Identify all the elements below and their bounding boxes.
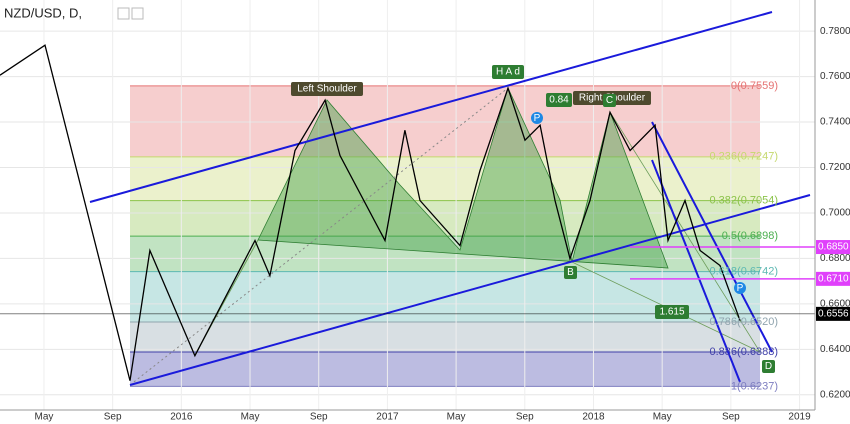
- x-tick-label: Sep: [722, 412, 740, 423]
- label-box: [492, 65, 524, 79]
- price-tag: [816, 240, 850, 255]
- chart-title: NZD/USD, D,: [4, 5, 82, 20]
- label-box: [291, 82, 363, 96]
- fib-band: [130, 200, 760, 237]
- fib-label: 0.886(0.6388): [710, 346, 779, 358]
- fib-label: 0.236(0.7247): [710, 151, 779, 163]
- y-tick-label: 0.6200: [820, 389, 850, 400]
- label-box: [564, 266, 577, 279]
- annotation: 0.84: [549, 95, 569, 106]
- x-tick-label: 2017: [376, 412, 399, 423]
- x-tick-label: Sep: [104, 412, 122, 423]
- fib-label: 0.5(0.6898): [722, 230, 778, 242]
- fib-band: [130, 156, 760, 201]
- annotation: P: [534, 113, 541, 124]
- annotation: 1.615: [659, 307, 684, 318]
- price-tag: [816, 271, 850, 286]
- price-tag-label: 0.6710: [818, 274, 849, 285]
- fib-band: [130, 236, 760, 272]
- xa-line: [129, 87, 509, 386]
- annotation: Left Shoulder: [297, 84, 357, 95]
- x-tick-label: May: [35, 412, 54, 423]
- fib-label: 0.618(0.6742): [710, 265, 779, 277]
- fib-label: 0.382(0.7054): [710, 195, 779, 207]
- icon[interactable]: [131, 7, 144, 20]
- y-tick-label: 0.6800: [820, 253, 850, 264]
- x-tick-label: Sep: [310, 412, 328, 423]
- icon[interactable]: [117, 7, 130, 20]
- price-line-series: [0, 44, 741, 381]
- label-box: [655, 305, 689, 319]
- price-tag-label: 0.6556: [818, 309, 849, 320]
- y-tick-label: 0.7200: [820, 162, 850, 173]
- x-tick-label: May: [447, 412, 466, 423]
- x-tick-label: May: [653, 412, 672, 423]
- fib-label: 0(0.7559): [731, 80, 778, 92]
- channel-upper: [89, 11, 773, 203]
- annotation: P: [737, 283, 744, 294]
- channel-lower: [129, 194, 811, 386]
- y-tick-label: 0.7000: [820, 208, 850, 219]
- x-tick-label: 2019: [788, 412, 811, 423]
- marker: [734, 282, 746, 294]
- fib-band: [130, 322, 760, 353]
- grid: [0, 0, 815, 410]
- price-tag-label: 0.6850: [818, 242, 849, 253]
- fib-label: 1(0.6237): [731, 380, 778, 392]
- y-tick-label: 0.7600: [820, 71, 850, 82]
- price-tag: [816, 306, 850, 321]
- marker: [531, 112, 543, 124]
- x-tick-label: May: [241, 412, 260, 423]
- label-box: [762, 360, 775, 373]
- x-tick-label: 2018: [582, 412, 605, 423]
- x-tick-label: 2016: [170, 412, 193, 423]
- annotation: C: [606, 95, 613, 106]
- y-tick-label: 0.6600: [820, 299, 850, 310]
- fib-band: [130, 352, 760, 387]
- annotation: D: [765, 361, 772, 372]
- fib-band: [130, 85, 760, 157]
- y-tick-label: 0.7800: [820, 26, 850, 37]
- label-box: [546, 93, 572, 107]
- pattern-fill: [257, 86, 669, 269]
- label-box: [603, 94, 616, 107]
- annotation: H A d: [496, 67, 520, 78]
- x-tick-label: Sep: [516, 412, 534, 423]
- down-channel-lower: [651, 159, 741, 383]
- fib-label: 0.786(0.6520): [710, 316, 779, 328]
- y-tick-label: 0.6400: [820, 344, 850, 355]
- annotation: B: [567, 267, 574, 278]
- bd-leg: [571, 111, 762, 353]
- y-tick-label: 0.7400: [820, 117, 850, 128]
